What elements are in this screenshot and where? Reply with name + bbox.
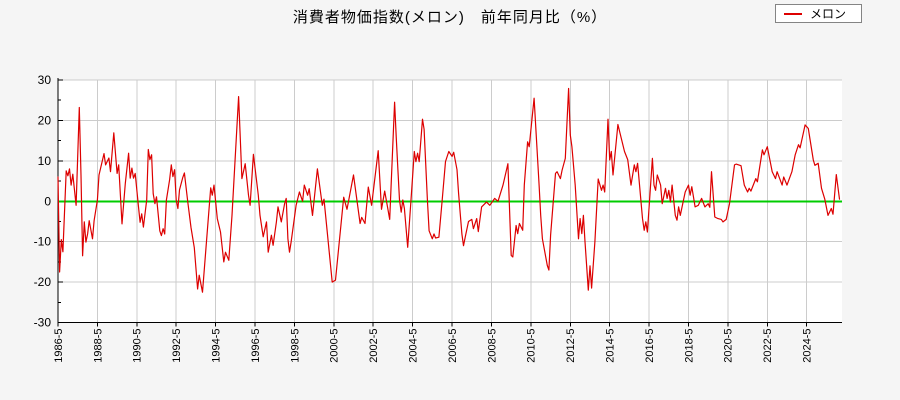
- x-tick-label: 2014-5: [605, 329, 617, 363]
- x-tick-label: 1990-5: [132, 329, 144, 363]
- legend-box: メロン: [775, 4, 862, 23]
- y-tick-label: 0: [44, 194, 51, 208]
- x-tick-label: 2018-5: [683, 329, 695, 363]
- x-tick-label: 1992-5: [171, 329, 183, 363]
- x-tick-label: 1988-5: [92, 329, 104, 363]
- legend-series-label: メロン: [810, 7, 847, 21]
- x-tick-label: 2002-5: [368, 329, 380, 363]
- x-tick-label: 2008-5: [486, 329, 498, 363]
- y-tick-label: -20: [34, 275, 52, 289]
- x-tick-label: 1998-5: [289, 329, 301, 363]
- y-tick-label: 30: [38, 73, 52, 87]
- x-tick-label: 1986-5: [53, 329, 65, 363]
- x-tick-label: 2020-5: [723, 329, 735, 363]
- x-tick-label: 2004-5: [407, 329, 419, 363]
- y-tick-label: 10: [38, 154, 52, 168]
- y-tick-label: 20: [38, 113, 52, 127]
- chart-title: 消費者物価指数(メロン) 前年同月比（%）: [292, 9, 608, 26]
- x-tick-label: 2016-5: [644, 329, 656, 363]
- x-tick-label: 2022-5: [762, 329, 774, 363]
- x-tick-label: 2000-5: [329, 329, 341, 363]
- series-line-メロン: [57, 87, 841, 293]
- y-tick-label: -30: [34, 316, 52, 330]
- x-tick-label: 2006-5: [447, 329, 459, 363]
- x-tick-label: 2012-5: [565, 329, 577, 363]
- legend-line-marker: [784, 12, 802, 15]
- x-tick-label: 2024-5: [802, 329, 814, 363]
- y-tick-label: -10: [34, 235, 52, 249]
- x-tick-label: 2010-5: [526, 329, 538, 363]
- x-tick-label: 1996-5: [250, 329, 262, 363]
- x-tick-label: 1994-5: [210, 329, 222, 363]
